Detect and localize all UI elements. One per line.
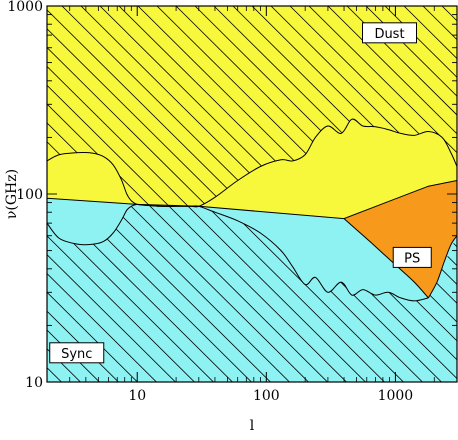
dust-foreground-curve xyxy=(47,118,457,208)
ps-region xyxy=(344,180,457,298)
dust-label-text: Dust xyxy=(374,27,404,42)
sync-foreground-curve xyxy=(47,203,429,302)
x-tick-label: 10 xyxy=(128,388,146,404)
sync-region xyxy=(47,180,457,382)
x-axis-label: l xyxy=(250,418,255,434)
x-tick-label: 1000 xyxy=(378,388,414,404)
ps-label-box: PS xyxy=(392,246,432,268)
y-tick-label: 10 xyxy=(25,375,43,391)
dust-label-box: Dust xyxy=(362,22,418,44)
x-tick-label: 100 xyxy=(253,388,280,404)
ps-right-boundary xyxy=(427,235,457,299)
y-tick-label: 100 xyxy=(16,187,43,203)
ps-label-text: PS xyxy=(404,251,420,266)
dust-region xyxy=(47,6,457,219)
dust-sync-boundary xyxy=(47,180,457,220)
sync-label-box: Sync xyxy=(49,342,105,364)
y-tick-label: 1000 xyxy=(7,0,43,15)
sync-label-text: Sync xyxy=(61,347,92,362)
y-axis-label: ν(GHz) xyxy=(4,169,20,219)
